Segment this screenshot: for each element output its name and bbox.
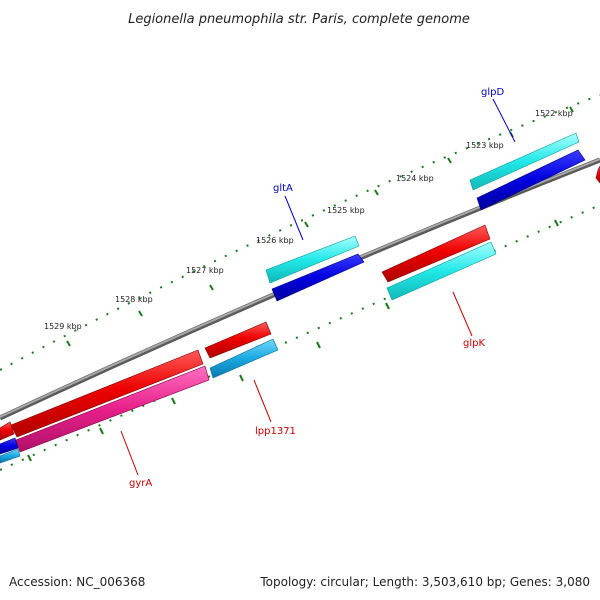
feature-edge-left-blue[interactable] — [0, 437, 19, 455]
feature-glpk-gene[interactable] — [381, 224, 491, 283]
tick-label: 1528 kbp — [115, 295, 153, 304]
tick-label: 1524 kbp — [396, 174, 434, 183]
feature-glta-cds[interactable] — [265, 235, 360, 284]
tick-label: 1522 kbp — [535, 109, 573, 118]
tick-label: 1527 kbp — [186, 266, 224, 275]
feature-edge-left-sky[interactable] — [0, 448, 21, 464]
feature-glpd-cds[interactable] — [469, 132, 580, 191]
feature-gyra-cds[interactable] — [15, 365, 210, 453]
gene-label-lpp1371: lpp1371 — [255, 426, 296, 437]
gene-label-gyra: gyrA — [129, 478, 152, 489]
feature-edge-right[interactable] — [595, 165, 600, 184]
gene-label-leaders — [120, 98, 516, 476]
gene-label-glpd: glpD — [481, 87, 504, 98]
gene-label-glta: gltA — [273, 183, 293, 194]
feature-glpd-gene[interactable] — [476, 149, 586, 211]
tick-label: 1526 kbp — [256, 236, 294, 245]
inner-tick-ring — [0, 204, 600, 471]
tick-label: 1525 kbp — [327, 206, 365, 215]
feature-gyra-gene[interactable] — [10, 349, 204, 438]
feature-edge-left-red[interactable] — [0, 421, 15, 441]
gene-label-glpk: glpK — [463, 338, 485, 349]
accession-text: Accession: NC_006368 — [9, 575, 145, 589]
feature-lpp1371-gene[interactable] — [204, 321, 272, 359]
feature-glpk-cds[interactable] — [386, 241, 497, 301]
tick-label: 1529 kbp — [44, 322, 82, 331]
feature-glta-gene[interactable] — [271, 253, 365, 302]
genome-summary-text: Topology: circular; Length: 3,503,610 bp… — [259, 575, 590, 589]
tick-label: 1523 kbp — [466, 141, 504, 150]
map-title: Legionella pneumophila str. Paris, compl… — [128, 12, 470, 27]
feature-lpp1371-cds[interactable] — [209, 338, 279, 379]
